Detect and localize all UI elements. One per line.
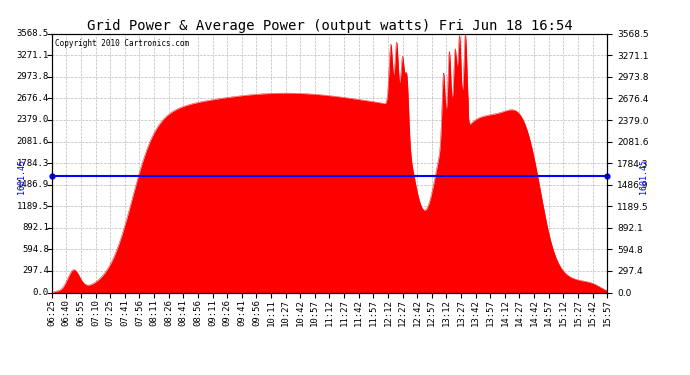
Text: 2973.8: 2973.8 (17, 72, 49, 81)
Text: 594.8: 594.8 (22, 245, 49, 254)
Text: 2081.6: 2081.6 (17, 137, 49, 146)
Text: 1784.3: 1784.3 (17, 159, 49, 168)
Text: 1189.5: 1189.5 (17, 202, 49, 211)
Text: 1601.45: 1601.45 (17, 159, 26, 194)
Text: 2676.4: 2676.4 (17, 94, 49, 103)
Text: 1601.45: 1601.45 (639, 159, 648, 194)
Text: 0.0: 0.0 (33, 288, 49, 297)
Title: Grid Power & Average Power (output watts) Fri Jun 18 16:54: Grid Power & Average Power (output watts… (87, 19, 572, 33)
Text: Copyright 2010 Cartronics.com: Copyright 2010 Cartronics.com (55, 39, 188, 48)
Text: 892.1: 892.1 (22, 224, 49, 232)
Text: 297.4: 297.4 (22, 266, 49, 275)
Text: 1486.9: 1486.9 (17, 180, 49, 189)
Text: 2379.0: 2379.0 (17, 116, 49, 124)
Text: 3568.5: 3568.5 (17, 29, 49, 38)
Text: 3271.1: 3271.1 (17, 51, 49, 60)
